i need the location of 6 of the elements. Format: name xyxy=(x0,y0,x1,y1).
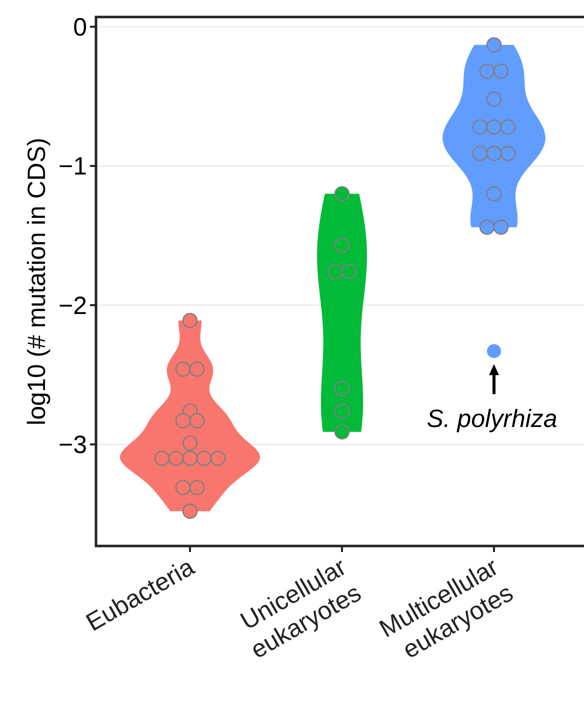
annotation: S. polyrhiza xyxy=(426,405,558,434)
y-tick-label: −2 xyxy=(58,292,87,320)
y-tick-label: 0 xyxy=(73,13,87,42)
y-tick-label: −1 xyxy=(58,152,87,181)
y-tick-label: −3 xyxy=(58,431,87,460)
y-axis-title: log10 (# mutation in CDS) xyxy=(23,138,51,426)
